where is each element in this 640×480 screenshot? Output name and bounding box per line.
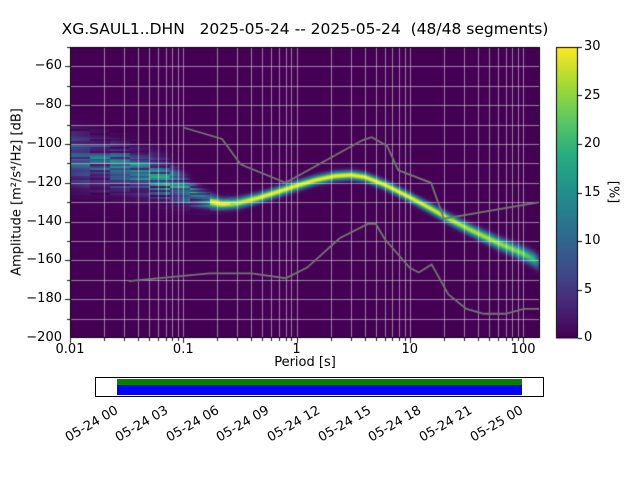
colorbar-tick-label: 25 [584,87,601,103]
x-tick-label: 10 [401,342,419,357]
y-tick-label: −80 [34,97,62,113]
x-tick-label: 100 [510,342,536,357]
colorbar-tick-label: 20 [584,136,601,151]
y-tick-label: −60 [34,58,62,74]
colorbar-tick-label: 5 [584,281,593,297]
timeline-coverage-green [117,379,522,385]
timeline-coverage-blue [117,385,522,395]
colorbar-tick-label: 15 [584,184,601,200]
colorbar-tick-label: 30 [584,39,601,54]
y-tick-label: −180 [26,291,62,307]
plot-title: XG.SAUL1..DHN 2025-05-24 -- 2025-05-24 (… [61,20,549,38]
colorbar [556,47,578,338]
x-tick-label: 1 [292,342,301,357]
x-tick-label: 0.1 [172,342,194,357]
y-tick-label: −100 [26,136,62,151]
y-tick-label: −200 [26,330,62,345]
colorbar-tick-label: 0 [584,330,593,345]
plot-area [70,47,540,338]
colorbar-tick-label: 10 [584,233,601,248]
y-tick-label: −160 [26,252,62,268]
x-axis-label: Period [s] [274,355,336,370]
y-tick-label: −120 [26,174,62,190]
y-tick-label: −140 [26,213,62,229]
x-tick-label: 0.01 [55,342,85,357]
